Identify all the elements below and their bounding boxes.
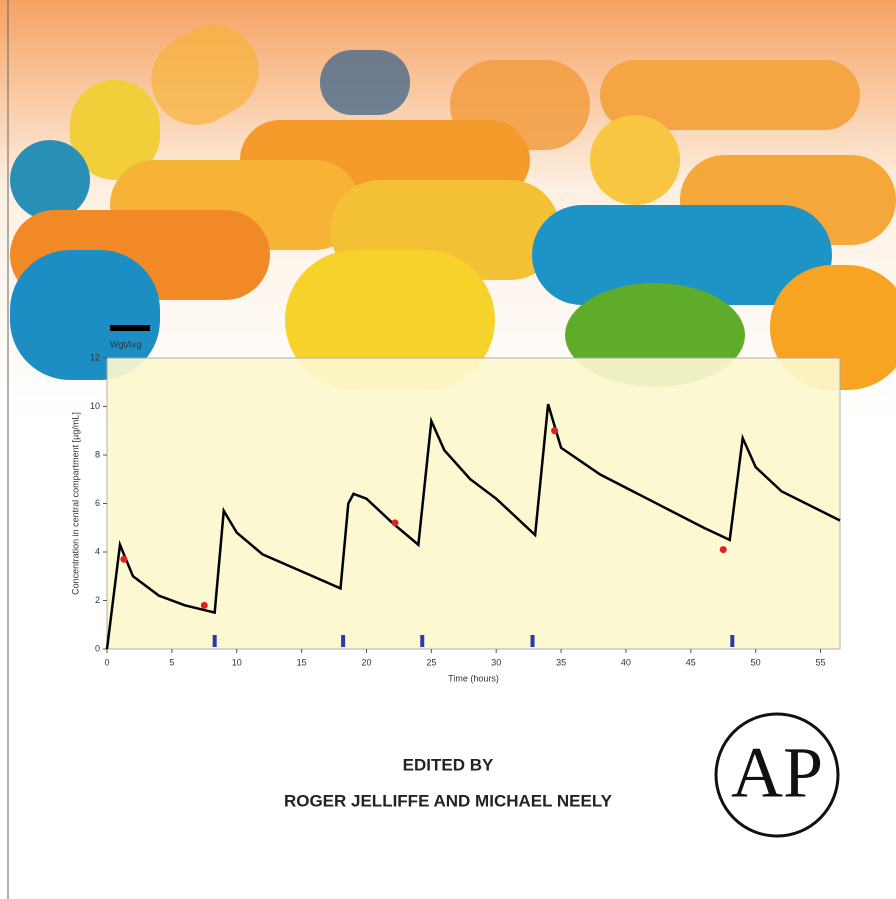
pills: [10, 25, 896, 390]
y-tick-label: 8: [95, 449, 100, 459]
y-tick-label: 12: [90, 352, 100, 362]
legend-swatch: [110, 325, 150, 331]
plot-area: [106, 357, 841, 650]
x-tick-label: 40: [621, 657, 631, 667]
observed-point: [200, 601, 208, 609]
x-tick-label: 10: [232, 657, 242, 667]
dose: [341, 635, 346, 647]
editors: ROGER JELLIFFE AND MICHAEL NEELY: [284, 791, 613, 810]
y-tick-label: 10: [90, 401, 100, 411]
x-tick-label: 20: [361, 657, 371, 667]
logo-circle: [714, 712, 840, 838]
x-tick-label: 0: [104, 657, 109, 667]
edited-by: EDITED BY: [403, 755, 494, 774]
x-tick-label: 25: [426, 657, 436, 667]
x-axis-label: Time (hours): [448, 673, 499, 683]
dose: [730, 635, 735, 647]
y-tick-label: 0: [95, 643, 100, 653]
dose: [530, 635, 535, 647]
x-tick-label: 15: [297, 657, 307, 667]
y-tick-label: 2: [95, 595, 100, 605]
logo: AP: [731, 733, 823, 813]
x-tick-label: 45: [686, 657, 696, 667]
line: [105, 403, 841, 650]
observed-point: [120, 555, 128, 563]
dose: [212, 635, 217, 647]
x-tick-label: 30: [491, 657, 501, 667]
y-tick-label: 4: [95, 546, 100, 556]
legend-label: WgtAvg: [110, 339, 141, 349]
x-tick-label: 55: [816, 657, 826, 667]
observed-point: [391, 519, 399, 527]
dose: [420, 635, 425, 647]
y-axis-label: Concentration in central compartment [µg…: [70, 412, 80, 595]
x-tick-label: 35: [556, 657, 566, 667]
x-tick-label: 50: [751, 657, 761, 667]
observed-point: [719, 546, 727, 554]
y-tick-label: 6: [95, 498, 100, 508]
x-tick-label: 5: [169, 657, 174, 667]
observed-point: [551, 427, 559, 435]
